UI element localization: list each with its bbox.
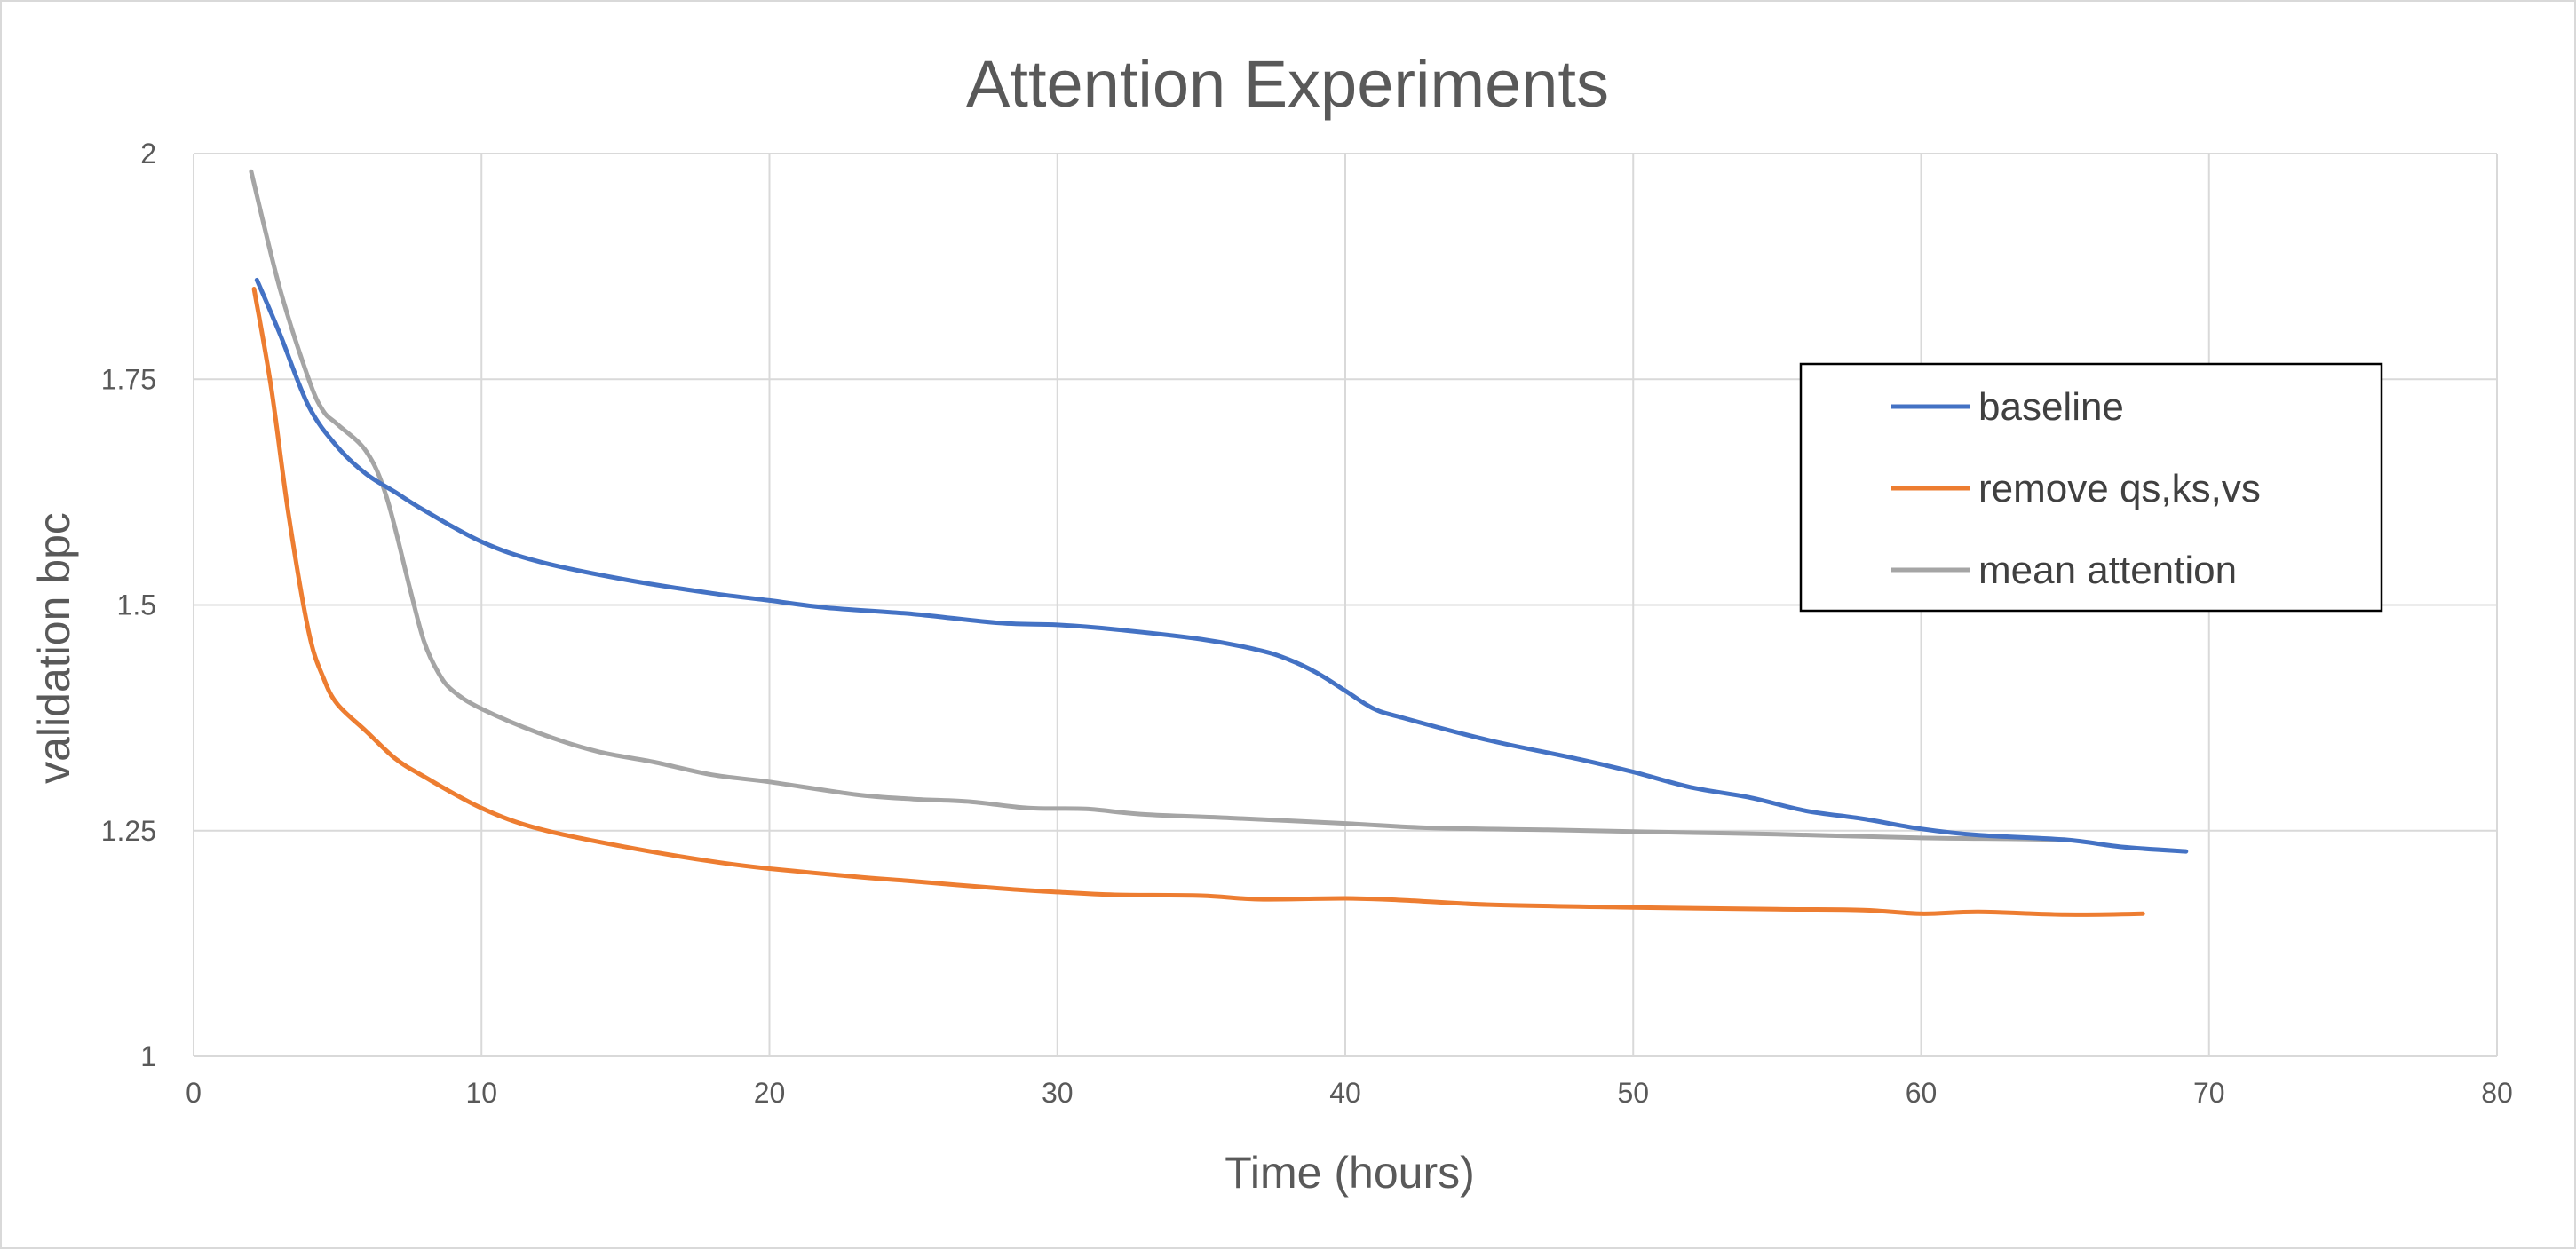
x-tick-label: 60 (1906, 1077, 1938, 1109)
x-tick-label: 30 (1042, 1077, 1074, 1109)
legend-label-mean-attention: mean attention (1978, 549, 2237, 592)
y-tick-label: 1 (140, 1040, 156, 1072)
legend-label-remove-qs-ks-vs: remove qs,ks,vs (1978, 467, 2261, 510)
y-axis-label: validation bpc (29, 512, 79, 784)
x-tick-label: 50 (1617, 1077, 1649, 1109)
x-tick-label: 80 (2481, 1077, 2513, 1109)
y-tick-label: 1.5 (117, 589, 156, 621)
x-tick-label: 70 (2193, 1077, 2225, 1109)
series-line-mean-attention (249, 169, 2068, 842)
x-tick-label: 0 (186, 1077, 202, 1109)
y-tick-label: 1.25 (101, 815, 156, 847)
series-line-remove-qs-ks-vs (251, 287, 2145, 917)
x-tick-label: 10 (465, 1077, 497, 1109)
legend-items: baseline remove qs,ks,vs mean attention (1891, 385, 2261, 592)
legend-label-baseline: baseline (1978, 385, 2124, 429)
legend: baseline remove qs,ks,vs mean attention (1799, 362, 2383, 613)
y-tick-label: 2 (140, 138, 156, 170)
x-tick-label: 40 (1329, 1077, 1361, 1109)
x-tick-label: 20 (754, 1077, 786, 1109)
series-line-baseline (254, 277, 2189, 854)
chart-title: Attention Experiments (966, 47, 1609, 121)
y-tick-label: 1.75 (101, 363, 156, 395)
series-lines (249, 169, 2189, 917)
x-axis-label: Time (hours) (1225, 1148, 1475, 1198)
